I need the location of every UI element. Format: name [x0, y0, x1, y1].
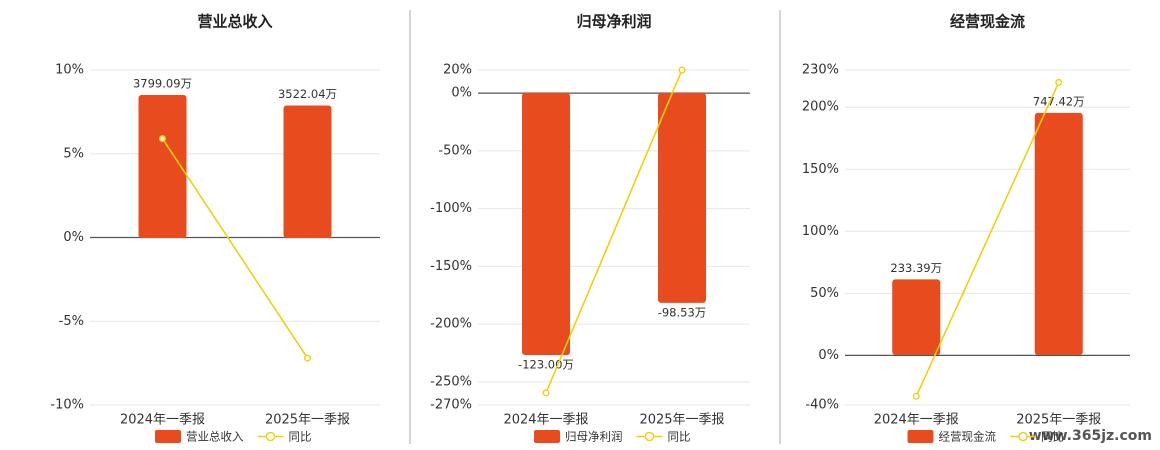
legend-label: 营业总收入 [186, 430, 244, 444]
legend-label: 经营现金流 [939, 430, 997, 444]
y-tick-label: -150% [430, 259, 472, 274]
legend-swatch [644, 431, 655, 442]
bar [138, 95, 187, 239]
x-tick-label: 2024年一季报 [120, 413, 205, 428]
line-point [678, 66, 686, 74]
y-tick-label: -270% [430, 398, 472, 413]
x-tick-label: 2024年一季报 [503, 413, 588, 428]
chart-title: 营业总收入 [197, 13, 272, 31]
value-label: 3522.04万 [278, 87, 337, 101]
legend-label: 同比 [289, 430, 312, 444]
value-label: 3799.09万 [133, 77, 192, 91]
y-tick-label: 20% [443, 63, 472, 78]
line-point [912, 392, 920, 400]
line-point [542, 389, 550, 397]
y-tick-label: -250% [430, 374, 472, 389]
value-label: 233.39万 [890, 261, 942, 275]
legend-swatch [1018, 431, 1028, 442]
x-tick-label: 2025年一季报 [265, 413, 350, 428]
y-tick-label: 100% [802, 224, 839, 239]
line [915, 82, 1060, 397]
y-tick-label: 230% [802, 63, 839, 78]
legend-swatch [265, 431, 276, 442]
value-label: -123.00万 [518, 357, 574, 371]
legend-label: 同比 [668, 430, 691, 444]
legend-swatch [907, 430, 934, 443]
line-point [1055, 78, 1063, 86]
y-tick-label: 150% [802, 162, 839, 177]
y-tick-label: -200% [430, 317, 472, 332]
chart-title: 经营现金流 [950, 13, 1025, 31]
y-tick-label: 50% [810, 286, 839, 301]
bar [283, 105, 332, 239]
line-point [304, 354, 312, 362]
legend-label: 归母净利润 [565, 430, 623, 444]
y-tick-label: -40% [805, 398, 839, 413]
watermark: www.365jz.com [1029, 428, 1152, 444]
y-tick-label: -10% [50, 398, 84, 413]
legend-swatch [534, 430, 560, 443]
y-tick-label: -50% [438, 143, 472, 158]
y-tick-label: 5% [63, 146, 84, 161]
x-tick-label: 2024年一季报 [874, 413, 959, 428]
line [545, 69, 683, 394]
y-tick-label: -5% [59, 314, 84, 329]
legend-label: 同比 [1041, 430, 1064, 444]
legend-swatch [155, 430, 181, 443]
bar [892, 279, 941, 355]
line [161, 138, 309, 359]
value-label: -98.53万 [658, 305, 707, 319]
bar [658, 93, 706, 303]
value-label: 747.42万 [1033, 94, 1085, 108]
x-tick-label: 2025年一季报 [1016, 413, 1101, 428]
y-tick-label: -100% [430, 201, 472, 216]
bar [1034, 112, 1083, 355]
chart-title: 归母净利润 [576, 13, 651, 31]
x-tick-label: 2025年一季报 [639, 413, 724, 428]
y-tick-label: 200% [802, 100, 839, 115]
y-tick-label: 0% [63, 230, 84, 245]
y-tick-label: 0% [818, 348, 839, 363]
y-tick-label: 10% [55, 63, 84, 78]
bar [522, 93, 570, 355]
line-point [158, 135, 166, 143]
y-tick-label: 0% [451, 86, 472, 101]
